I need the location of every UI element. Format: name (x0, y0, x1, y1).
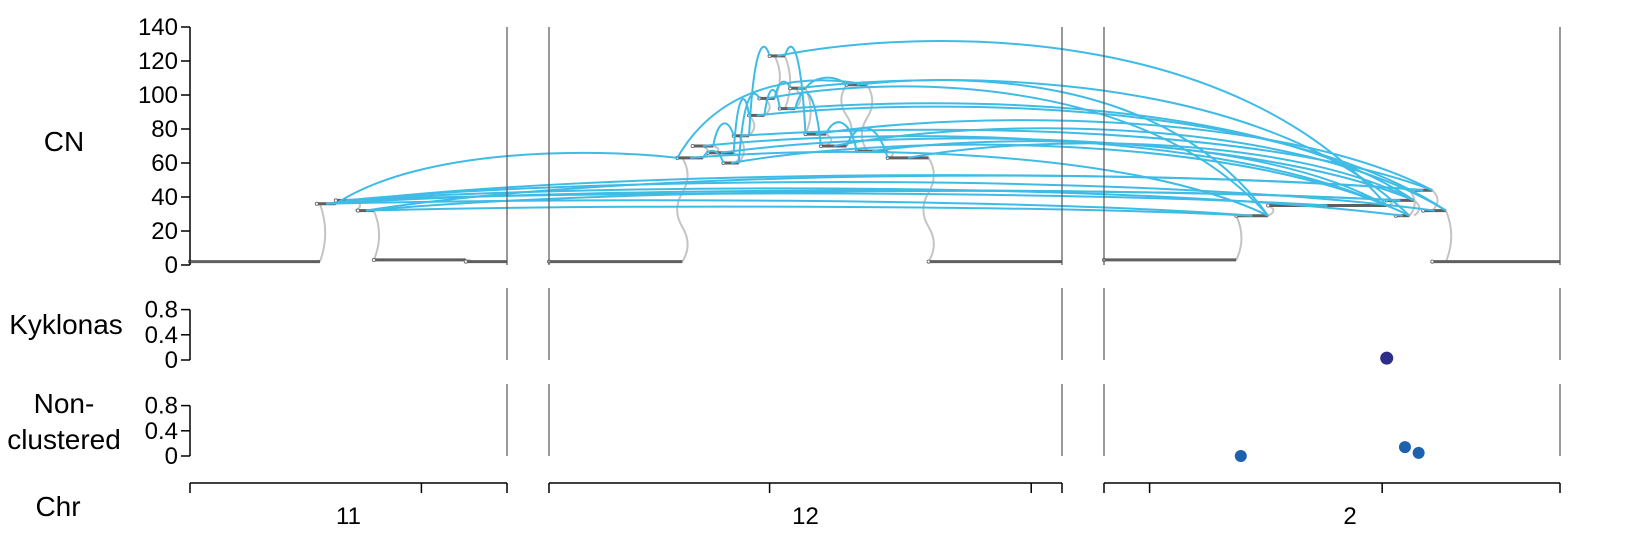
y-tick-label-cn: 40 (151, 184, 178, 211)
cn-connector (794, 87, 802, 110)
cn-panel-label: CN (44, 126, 84, 157)
nonclustered-point (1398, 441, 1411, 454)
sv-arc (737, 92, 761, 164)
nonclustered-point (1412, 446, 1425, 459)
cn-breakpoint (463, 259, 468, 264)
sv-arc (732, 98, 751, 153)
sv-arc (773, 80, 792, 99)
sv-arc (784, 45, 807, 135)
y-tick-label-cn: 0 (165, 252, 178, 279)
boundary-layer (506, 27, 1561, 456)
cn-connector (319, 203, 327, 262)
sv-arc (326, 199, 1253, 217)
y-tick-label-kyklonas: 0.8 (145, 297, 178, 324)
y-tick-label-cn: 120 (138, 48, 178, 75)
nonclustered-panel-label-line2: clustered (7, 424, 121, 455)
chr-label-11: 11 (336, 503, 361, 530)
sv-arc (365, 174, 1424, 212)
chr-track-label: Chr (35, 491, 80, 522)
sv-arc (676, 79, 868, 159)
cn-connector (922, 157, 935, 263)
nonclustered-panel-label-line1: Non- (34, 388, 95, 419)
cn-breakpoint (926, 259, 931, 264)
label-layer: CN Kyklonas Non- clustered Chr 11 12 2 (7, 126, 1356, 530)
cn-breakpoint (356, 208, 361, 213)
cn-connector (825, 133, 833, 147)
sv-arc (345, 187, 1403, 217)
sv-arc (689, 150, 1269, 217)
sv-arc (766, 85, 1269, 217)
kyklonas-point (1380, 351, 1394, 365)
sv-arc (833, 127, 1447, 212)
y-tick-label-cn: 80 (151, 116, 178, 143)
kyklonas-panel-label: Kyklonas (9, 309, 123, 340)
sv-arc (777, 40, 1388, 207)
y-tick-label-nonclustered: 0.8 (145, 393, 178, 420)
cn-breakpoint (1430, 259, 1435, 264)
y-tick-label-cn: 140 (138, 14, 178, 41)
cn-connector (676, 157, 689, 263)
sv-arc (907, 142, 1415, 202)
sv-arc (763, 88, 781, 116)
y-tick-label-nonclustered: 0 (165, 443, 178, 470)
sv-arc (365, 189, 1401, 212)
y-tick-label-cn: 100 (138, 82, 178, 109)
sv-arc (845, 126, 889, 159)
cn-breakpoint (314, 201, 319, 206)
cn-connector (372, 210, 381, 261)
point-layer (1234, 351, 1425, 462)
cn-breakpoint (371, 257, 376, 262)
y-tick-label-cn: 20 (151, 218, 178, 245)
cn-connector (1431, 189, 1439, 212)
sv-arc (345, 181, 1435, 212)
sv-arc (787, 102, 1415, 202)
sv-arc-layer (326, 40, 1447, 217)
cn-breakpoint (690, 143, 695, 148)
sv-arc (712, 122, 735, 147)
y-tick-label-kyklonas: 0.4 (145, 322, 178, 349)
chr-label-12: 12 (792, 503, 819, 530)
cn-connector (1445, 210, 1453, 262)
cn-breakpoint (1266, 203, 1271, 208)
sv-arc (794, 91, 822, 147)
chr-label-2: 2 (1343, 503, 1356, 530)
sv-arc (365, 205, 1253, 217)
y-tick-label-cn: 60 (151, 150, 178, 177)
sv-arc (804, 76, 848, 89)
sv-arc (815, 119, 1433, 192)
sv-arc (702, 150, 725, 164)
y-tick-label-kyklonas: 0 (165, 347, 178, 374)
cn-connector (1235, 215, 1243, 261)
sv-arc (748, 45, 771, 136)
sv-arc (825, 121, 858, 152)
nonclustered-point (1234, 450, 1247, 462)
sv-arc (730, 143, 1410, 217)
y-tick-label-nonclustered: 0.4 (145, 418, 178, 445)
